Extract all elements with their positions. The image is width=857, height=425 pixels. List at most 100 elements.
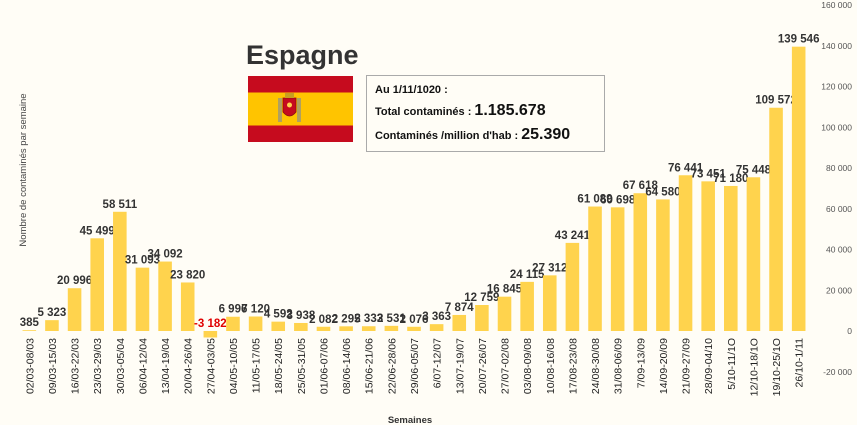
summary-total: Total contaminés : 1.185.678: [375, 102, 546, 120]
data-label: 6 996: [219, 304, 248, 316]
data-label: 2 531: [377, 313, 406, 325]
bar: [633, 193, 648, 331]
x-tick-label: 16/03-22/03: [70, 338, 82, 394]
x-tick-label: 01/06-07/06: [318, 338, 330, 394]
data-label: 24 115: [510, 269, 545, 281]
bar: [90, 238, 104, 331]
bar: [791, 46, 806, 332]
bar: [226, 316, 240, 331]
y-tick-label: 80 000: [826, 163, 852, 173]
x-tick-label: 24/08-30/08: [590, 338, 602, 394]
x-tick-label: 14/09-20/09: [658, 338, 670, 394]
bar: [248, 316, 263, 331]
bar: [724, 185, 738, 331]
bar: [497, 296, 512, 331]
data-label: 2 295: [332, 313, 361, 325]
x-tick-label: 26/10-1/11: [794, 338, 806, 388]
y-tick-label: 100 000: [821, 122, 852, 132]
x-tick-label: 25/05-31/05: [296, 338, 308, 394]
bar: [520, 281, 534, 331]
x-tick-label: 20/07-26/07: [477, 338, 489, 394]
summary-total-value: 1.185.678: [474, 102, 546, 119]
bar: [113, 211, 127, 331]
summary-total-label: Total contaminés :: [375, 106, 475, 118]
x-tick-label: 13/07-19/07: [454, 338, 466, 394]
x-tick-label: 15/06-21/06: [364, 338, 376, 394]
bar: [67, 288, 82, 331]
data-label: 16 845: [487, 284, 523, 296]
summary-per-million: Contaminés /million d'hab : 25.390: [375, 126, 570, 144]
y-tick-label: -20 000: [823, 367, 852, 377]
data-label: 5 323: [38, 307, 67, 319]
bar: [452, 314, 467, 331]
y-tick-label: 160 000: [821, 0, 852, 10]
x-tick-label: 6/07-12/07: [432, 338, 444, 388]
x-tick-label: 23/03-29/03: [92, 338, 104, 394]
data-label: 7 874: [445, 302, 474, 314]
y-tick-label: 40 000: [826, 245, 852, 255]
summary-box: Au 1/11/1020 : Total contaminés : 1.185.…: [366, 75, 605, 152]
data-label: 20 996: [57, 275, 92, 287]
x-tick-label: 28/09-04/10: [703, 338, 715, 394]
data-label: 43 241: [555, 230, 591, 242]
data-label: 3 938: [286, 310, 315, 322]
x-tick-label: 04/05-10/05: [228, 338, 240, 394]
chart-title: Espagne: [246, 40, 359, 70]
bar: [339, 326, 353, 331]
coat-of-arms-icon: [278, 93, 301, 122]
x-tick-label: 27/07-02/08: [500, 338, 512, 394]
x-tick-label: 11/05-17/05: [251, 338, 263, 393]
x-tick-label: 29/06-05/07: [409, 338, 421, 394]
data-label: 109 572: [755, 95, 797, 107]
x-tick-label: 03/08-09/08: [522, 338, 534, 394]
data-label: 7 120: [241, 303, 270, 315]
bar: [22, 330, 37, 331]
x-axis-title: Semaines: [388, 415, 432, 425]
summary-per-million-label: Contaminés /million d'hab :: [375, 130, 522, 142]
x-tick-label: 31/08-06/09: [613, 338, 625, 394]
bar: [656, 199, 670, 331]
x-tick-label: 20/04-26/04: [183, 338, 195, 394]
data-label: 4 592: [264, 309, 293, 321]
bar: [180, 282, 195, 331]
bar: [384, 325, 399, 331]
bar: [45, 320, 59, 331]
bar: [588, 206, 602, 331]
data-label: 31 093: [125, 255, 160, 267]
data-label: 75 448: [736, 164, 772, 176]
data-label: 45 499: [80, 225, 115, 237]
bar: [769, 107, 783, 332]
y-tick-label: 20 000: [826, 285, 852, 295]
data-label: 139 546: [778, 34, 820, 46]
bar: [565, 242, 580, 331]
data-label: 23 820: [170, 269, 205, 281]
x-tick-label: 17/08-23/08: [567, 338, 579, 394]
data-label: 76 441: [668, 162, 704, 174]
data-label: 2 082: [309, 314, 338, 326]
data-label: 34 092: [147, 249, 182, 261]
data-label: 67 618: [623, 180, 659, 192]
bar: [203, 331, 218, 338]
summary-per-million-value: 25.390: [521, 126, 571, 143]
x-tick-label: 19/10-25/1O: [771, 338, 783, 396]
x-tick-label: 22/06-28/06: [386, 338, 398, 394]
bar: [610, 207, 625, 331]
bar: [746, 177, 761, 331]
data-label: 12 759: [464, 292, 499, 304]
y-tick-label: 60 000: [826, 204, 852, 214]
bar: [271, 321, 286, 331]
data-label: 2 333: [354, 313, 383, 325]
data-label: 3 363: [422, 311, 451, 323]
x-tick-label: 7/09-13/09: [635, 338, 647, 388]
x-tick-label: 18/05-24/05: [273, 338, 285, 394]
data-label: 385: [20, 317, 40, 329]
bar: [135, 267, 150, 331]
data-label: 2 076: [400, 314, 429, 326]
data-label: 71 180: [713, 173, 748, 185]
data-label: 61 089: [577, 194, 612, 206]
x-tick-label: 5/10-11/1O: [726, 338, 738, 390]
x-tick-label: 12/10-18/1O: [748, 338, 760, 396]
y-tick-label: 140 000: [821, 41, 852, 51]
bar: [678, 175, 693, 331]
